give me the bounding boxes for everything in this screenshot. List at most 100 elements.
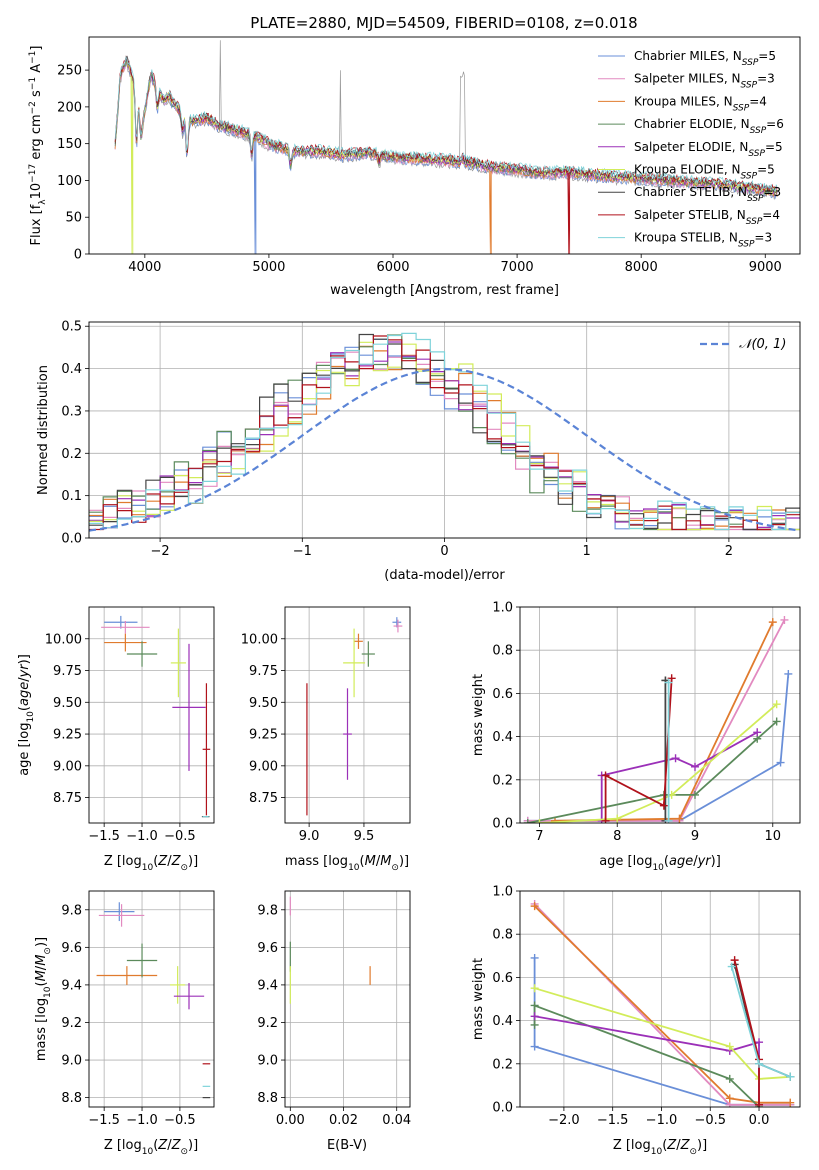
axes-frame bbox=[519, 890, 801, 1108]
y-tick-label: 50 bbox=[65, 211, 82, 226]
y-axis-label-part: )] bbox=[34, 937, 49, 947]
x-tick-label: 0.0 bbox=[749, 1113, 770, 1128]
axes-frame bbox=[88, 890, 215, 1108]
y-axis-label-part: mass [log bbox=[34, 998, 49, 1061]
y-axis-label-part: 10 bbox=[26, 711, 36, 723]
y-tick-label: 0.3 bbox=[61, 404, 82, 419]
x-axis-label-part: Z bbox=[666, 1138, 677, 1153]
y-axis-label-part: ( bbox=[34, 981, 49, 986]
legend-model: Salpeter MILES, N bbox=[634, 72, 741, 86]
weight-marker bbox=[776, 758, 785, 767]
y-axis-label-part: yr bbox=[17, 663, 32, 679]
y-tick-label: 9.0 bbox=[257, 1054, 278, 1069]
y-tick-label: 0.2 bbox=[492, 1057, 513, 1072]
weight-marker bbox=[530, 1020, 539, 1029]
y-tick-label: 100 bbox=[57, 174, 82, 189]
x-axis-label-part: mass [log bbox=[285, 854, 348, 869]
y-axis-label-part: −17 bbox=[28, 164, 38, 183]
y-tick-label: 0.6 bbox=[492, 687, 513, 702]
weight-marker bbox=[535, 819, 544, 823]
y-tick-label: 9.00 bbox=[53, 759, 82, 774]
x-axis-label-part: / bbox=[676, 1138, 681, 1153]
legend-count: =5 bbox=[757, 163, 775, 177]
x-axis-label-part: / bbox=[167, 1138, 172, 1153]
normal-curve bbox=[89, 367, 798, 532]
y-tick-label: 9.8 bbox=[257, 903, 278, 918]
y-tick-label: 0.8 bbox=[492, 928, 513, 943]
axes-mass_vs_ebv: 0.00 0.02 0.04 8.8 9.0 9.2 9.4 9.6 9.8 E(B-V) bbox=[257, 890, 411, 1153]
weight-line bbox=[527, 673, 790, 822]
x-tick-label: −0.5 bbox=[694, 1113, 726, 1128]
weight-marker bbox=[664, 816, 673, 823]
y-axis-label-part: erg cm bbox=[29, 114, 44, 163]
y-tick-label: 1.0 bbox=[492, 885, 513, 900]
legend-entry: Salpeter STELIB, NSSP=4 bbox=[634, 208, 780, 227]
histogram-step bbox=[89, 335, 800, 531]
weight-marker bbox=[725, 1074, 734, 1083]
legend-model: Kroupa MILES, N bbox=[634, 94, 733, 108]
x-tick-label: −1.5 bbox=[597, 1113, 629, 1128]
weight-marker bbox=[727, 962, 736, 971]
x-tick-label: 2 bbox=[725, 544, 733, 559]
legend-entry: Salpeter ELODIE, NSSP=5 bbox=[634, 140, 783, 159]
y-tick-label: 0.0 bbox=[61, 532, 82, 547]
weight-marker bbox=[671, 754, 680, 763]
x-axis-label-part: Z bbox=[157, 1138, 168, 1153]
y-tick-label: 9.75 bbox=[249, 664, 278, 679]
x-axis-label-part: Z bbox=[157, 854, 168, 869]
x-axis-label-part: wavelength [Angstrom, rest frame] bbox=[330, 283, 559, 298]
legend-model: Salpeter STELIB, N bbox=[634, 208, 746, 222]
x-tick-label: 4000 bbox=[128, 260, 161, 275]
x-axis-label-part: ( bbox=[153, 1138, 158, 1153]
x-axis-label-part: M bbox=[365, 854, 376, 869]
y-axis-label: Normed distribution bbox=[36, 365, 51, 495]
plot-area bbox=[523, 615, 793, 823]
legend-entry: 𝒩(0, 1) bbox=[739, 337, 786, 352]
legend-count: =4 bbox=[749, 94, 767, 108]
histogram-step bbox=[89, 332, 800, 531]
x-tick-label: 0 bbox=[440, 544, 448, 559]
x-axis-label-part: ( bbox=[662, 1138, 667, 1153]
y-tick-label: 9.25 bbox=[53, 728, 82, 743]
y-axis-label-part: M bbox=[34, 970, 49, 981]
legend-model: Chabrier STELIB, N bbox=[634, 185, 747, 199]
x-axis-label-part: 10 bbox=[651, 1147, 663, 1157]
x-tick-label: 0.02 bbox=[329, 1113, 358, 1128]
x-axis-label-part: (data-model)/error bbox=[384, 568, 505, 583]
x-tick-label: −1 bbox=[293, 544, 312, 559]
x-axis-label-part: Z [log bbox=[104, 1138, 142, 1153]
plot-area bbox=[530, 899, 795, 1107]
y-tick-label: 9.2 bbox=[61, 1016, 82, 1031]
legend-sub: SSP bbox=[741, 172, 758, 182]
legend-count: =4 bbox=[762, 208, 780, 222]
weight-marker bbox=[667, 674, 676, 683]
x-axis-label-part: Z [log bbox=[613, 1138, 651, 1153]
weight-marker bbox=[530, 1001, 539, 1010]
plot-area bbox=[289, 896, 371, 1004]
weight-marker bbox=[530, 984, 539, 993]
y-axis-label-part: age bbox=[17, 682, 32, 706]
y-axis-label-part: −2 bbox=[28, 101, 38, 114]
x-axis-label-part: / bbox=[167, 854, 172, 869]
legend-model: Chabrier ELODIE, N bbox=[634, 117, 750, 131]
weight-marker bbox=[780, 615, 789, 624]
legend-entry: Kroupa STELIB, NSSP=3 bbox=[634, 231, 772, 250]
x-axis-label-part: Z bbox=[680, 1138, 691, 1153]
x-tick-label: 5000 bbox=[252, 260, 285, 275]
weight-line bbox=[533, 905, 791, 1104]
weight-marker bbox=[530, 1042, 539, 1051]
y-axis-label-part: M bbox=[34, 955, 49, 966]
y-axis-label-part: −1 bbox=[28, 51, 38, 64]
weight-marker bbox=[691, 762, 699, 771]
weight-line bbox=[534, 1015, 760, 1105]
y-axis-label: mass [log10(M/M⊙)] bbox=[34, 937, 53, 1061]
legend-sub: SSP bbox=[746, 217, 763, 227]
legend-sub: SSP bbox=[750, 126, 767, 136]
x-tick-label: 9.0 bbox=[299, 829, 320, 844]
x-tick-label: −0.5 bbox=[164, 829, 196, 844]
y-tick-label: 9.8 bbox=[61, 903, 82, 918]
legend-count: =3 bbox=[764, 185, 782, 199]
